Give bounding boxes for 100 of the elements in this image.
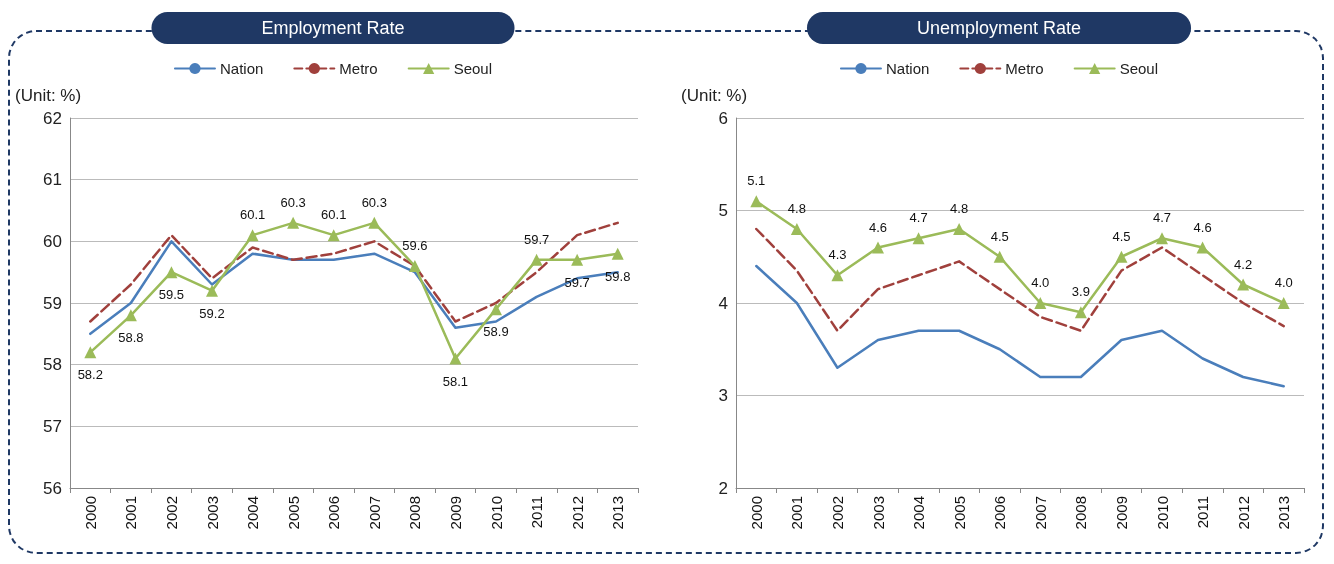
x-tick-label: 2002 bbox=[828, 496, 846, 530]
point bbox=[953, 223, 966, 235]
point bbox=[1237, 278, 1250, 291]
x-tick-label: 2008 bbox=[1072, 496, 1090, 530]
legend-label: Nation bbox=[885, 60, 930, 77]
point bbox=[993, 250, 1006, 263]
x-tick-label: 2001 bbox=[788, 496, 806, 530]
point bbox=[206, 284, 218, 297]
x-tick-label: 2005 bbox=[284, 496, 302, 530]
data-label: 4.7 bbox=[909, 210, 928, 226]
x-tick-label: 2010 bbox=[487, 496, 505, 530]
x-tick-label: 2006 bbox=[325, 496, 343, 530]
data-label: 58.1 bbox=[442, 373, 469, 389]
x-tick-label: 2007 bbox=[365, 496, 383, 530]
point bbox=[408, 260, 421, 272]
data-label: 59.7 bbox=[564, 274, 590, 290]
data-label: 4.2 bbox=[1234, 256, 1253, 272]
x-tick-label: 2011 bbox=[528, 496, 546, 529]
x-tick-label: 2012 bbox=[1234, 496, 1252, 530]
point bbox=[84, 346, 97, 359]
data-label: 60.1 bbox=[239, 207, 266, 223]
y-tick-label: 60 bbox=[43, 231, 62, 251]
x-tick-label: 2000 bbox=[81, 496, 99, 530]
data-label: 4.7 bbox=[1152, 210, 1172, 226]
y-tick-label: 6 bbox=[718, 108, 728, 128]
x-tick-label: 2009 bbox=[446, 496, 464, 530]
y-tick-label: 56 bbox=[43, 478, 62, 498]
chart-title: Unemployment Rate bbox=[916, 18, 1082, 38]
data-label: 59.8 bbox=[605, 268, 631, 284]
x-tick-label: 2004 bbox=[244, 496, 262, 530]
point bbox=[287, 216, 300, 229]
x-tick-label: 2009 bbox=[1112, 496, 1130, 530]
data-label: 4.8 bbox=[787, 201, 806, 216]
legend-label: Metro bbox=[1005, 60, 1044, 77]
x-tick-label: 2008 bbox=[406, 496, 424, 530]
legend-label: Nation bbox=[219, 60, 264, 77]
data-label: 3.9 bbox=[1071, 284, 1090, 300]
data-label: 4.0 bbox=[1031, 275, 1050, 290]
point bbox=[750, 195, 763, 208]
data-label: 4.8 bbox=[950, 201, 969, 216]
point bbox=[490, 303, 502, 316]
point bbox=[611, 247, 624, 260]
x-tick-label: 2006 bbox=[991, 496, 1009, 530]
point bbox=[1277, 297, 1290, 309]
point bbox=[368, 216, 381, 229]
x-tick-label: 2013 bbox=[609, 496, 627, 530]
point bbox=[571, 253, 584, 266]
point bbox=[327, 229, 340, 242]
x-tick-label: 2002 bbox=[162, 496, 180, 530]
data-label: 4.3 bbox=[828, 247, 847, 263]
point bbox=[1074, 306, 1087, 319]
point bbox=[1196, 241, 1209, 254]
data-label: 4.6 bbox=[868, 219, 888, 235]
point bbox=[124, 309, 137, 322]
data-label: 58.9 bbox=[483, 324, 509, 340]
point bbox=[165, 266, 178, 279]
y-tick-label: 61 bbox=[43, 170, 62, 190]
y-tick-label: 2 bbox=[718, 478, 728, 498]
data-label: 59.5 bbox=[158, 287, 185, 303]
data-label: 5.1 bbox=[747, 173, 766, 189]
point bbox=[872, 241, 884, 254]
legend-label: Seoul bbox=[1119, 60, 1159, 77]
data-label: 4.6 bbox=[1193, 219, 1212, 235]
y-tick-label: 57 bbox=[43, 416, 62, 436]
data-label: 60.3 bbox=[361, 194, 387, 210]
point bbox=[1115, 250, 1128, 263]
y-tick-label: 4 bbox=[718, 293, 728, 313]
point bbox=[1034, 297, 1047, 309]
x-tick-label: 2010 bbox=[1153, 496, 1171, 530]
point bbox=[831, 269, 844, 282]
data-label: 4.0 bbox=[1274, 275, 1293, 290]
y-axis-title: (Unit: %) bbox=[15, 86, 82, 105]
chart-title: Employment Rate bbox=[261, 18, 405, 38]
data-label: 59.6 bbox=[402, 238, 428, 253]
data-label: 59.2 bbox=[199, 305, 225, 321]
data-label: 4.5 bbox=[1112, 228, 1131, 244]
data-label: 58.2 bbox=[77, 367, 103, 383]
y-tick-label: 62 bbox=[43, 108, 62, 128]
x-tick-label: 2007 bbox=[1031, 496, 1049, 530]
x-tick-label: 2005 bbox=[950, 496, 968, 530]
legend-label: Seoul bbox=[453, 60, 493, 77]
y-tick-label: 5 bbox=[718, 201, 728, 220]
data-label: 60.3 bbox=[280, 194, 306, 210]
point bbox=[790, 223, 803, 235]
point bbox=[449, 352, 462, 365]
data-label: 59.7 bbox=[523, 231, 550, 247]
point bbox=[1156, 232, 1168, 245]
y-tick-label: 58 bbox=[43, 355, 62, 375]
x-tick-label: 2003 bbox=[203, 496, 221, 530]
point bbox=[912, 232, 925, 245]
x-tick-label: 2011 bbox=[1194, 496, 1212, 529]
legend-label: Metro bbox=[339, 60, 378, 77]
point bbox=[246, 229, 259, 242]
y-tick-label: 3 bbox=[718, 386, 728, 405]
x-tick-label: 2003 bbox=[869, 496, 887, 530]
x-tick-label: 2012 bbox=[568, 496, 586, 530]
data-label: 60.1 bbox=[321, 207, 347, 223]
x-tick-label: 2000 bbox=[747, 496, 765, 530]
data-label: 58.8 bbox=[118, 330, 144, 346]
y-axis-title: (Unit: %) bbox=[681, 86, 748, 105]
